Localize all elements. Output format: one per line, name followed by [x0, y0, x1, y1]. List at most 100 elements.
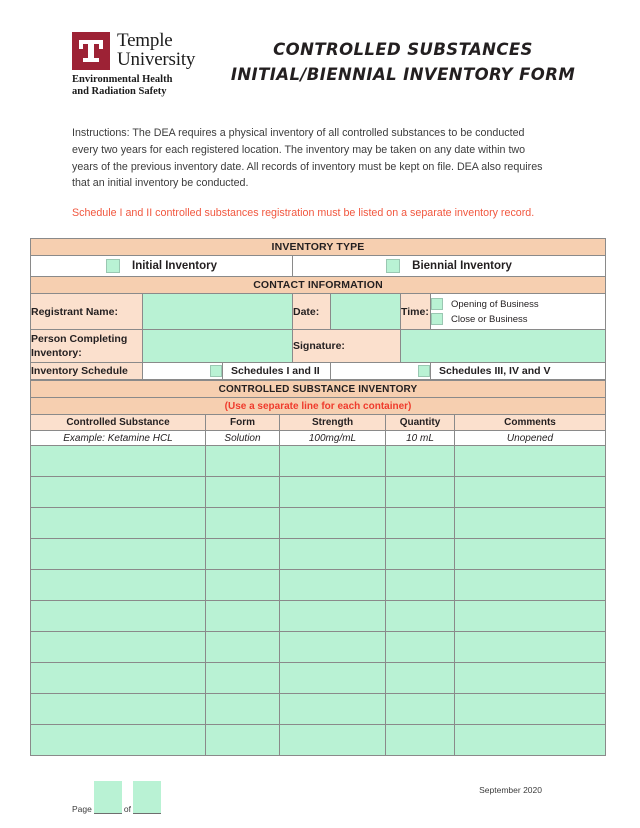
inventory-cell-input[interactable]	[30, 662, 206, 695]
inventory-cell-input[interactable]	[279, 476, 386, 509]
inventory-cell-input[interactable]	[30, 724, 206, 757]
inventory-cell-input[interactable]	[453, 693, 607, 726]
inventory-blank-row	[30, 569, 607, 602]
inventory-type-options-row: Initial Inventory Biennial Inventory	[30, 255, 606, 278]
initial-inventory-label: Initial Inventory	[132, 260, 217, 273]
opening-of-business-checkbox[interactable]	[431, 298, 443, 311]
schedules-1-2-label: Schedules I and II	[223, 365, 320, 378]
column-header-form: Form	[205, 414, 280, 432]
inventory-cell-input[interactable]	[279, 600, 386, 633]
inventory-cell-input[interactable]	[205, 662, 280, 695]
column-header-strength: Strength	[279, 414, 386, 432]
inventory-blank-row	[30, 693, 607, 726]
inventory-cell-input[interactable]	[453, 631, 607, 664]
instructions-block: Instructions: The DEA requires a physica…	[72, 125, 545, 223]
inventory-cell-input[interactable]	[385, 476, 455, 509]
inventory-cell-input[interactable]	[385, 538, 455, 571]
inventory-cell-input[interactable]	[30, 538, 206, 571]
inventory-cell-input[interactable]	[385, 445, 455, 478]
inventory-type-band-row: INVENTORY TYPE	[30, 238, 606, 257]
inventory-cell-input[interactable]	[30, 600, 206, 633]
inventory-cell-input[interactable]	[385, 569, 455, 602]
logo-department: Environmental Health and Radiation Safet…	[72, 74, 204, 99]
schedules-3-4-5-checkbox[interactable]	[418, 365, 430, 378]
inventory-cell-input[interactable]	[30, 445, 206, 478]
person-completing-row: Person Completing Inventory: Signature:	[30, 329, 606, 364]
schedules-1-2-checkbox[interactable]	[210, 365, 222, 378]
inventory-cell-input[interactable]	[205, 476, 280, 509]
signature-label: Signature:	[292, 329, 401, 364]
example-strength: 100mg/mL	[279, 430, 386, 447]
inventory-blank-row	[30, 662, 607, 695]
inventory-cell-input[interactable]	[30, 693, 206, 726]
example-controlled-substance: Example: Ketamine HCL	[30, 430, 206, 447]
inventory-cell-input[interactable]	[30, 569, 206, 602]
inventory-cell-input[interactable]	[205, 507, 280, 540]
registrant-name-label: Registrant Name:	[30, 293, 143, 331]
inventory-cell-input[interactable]	[453, 569, 607, 602]
example-quantity: 10 mL	[385, 430, 455, 447]
inventory-cell-input[interactable]	[205, 693, 280, 726]
page-total-input[interactable]	[132, 781, 161, 814]
initial-inventory-cell[interactable]: Initial Inventory	[30, 255, 293, 278]
inventory-cell-input[interactable]	[205, 569, 280, 602]
inventory-cell-input[interactable]	[30, 631, 206, 664]
inventory-cell-input[interactable]	[385, 724, 455, 757]
inventory-cell-input[interactable]	[205, 600, 280, 633]
inventory-cell-input[interactable]	[279, 662, 386, 695]
logo-word-university: University	[117, 49, 196, 70]
inventory-cell-input[interactable]	[385, 662, 455, 695]
inventory-cell-input[interactable]	[279, 631, 386, 664]
opening-of-business-option[interactable]: Opening of Business	[431, 297, 605, 312]
inventory-cell-input[interactable]	[385, 693, 455, 726]
inventory-cell-input[interactable]	[385, 631, 455, 664]
inventory-cell-input[interactable]	[205, 724, 280, 757]
schedules-3-4-5-check-cell[interactable]	[330, 362, 431, 381]
person-completing-input[interactable]	[142, 329, 293, 364]
inventory-cell-input[interactable]	[279, 445, 386, 478]
inventory-cell-input[interactable]	[205, 445, 280, 478]
footer-date: September 2020	[479, 785, 542, 795]
schedules-1-2-label-cell: Schedules I and II	[222, 362, 331, 381]
biennial-inventory-cell[interactable]: Biennial Inventory	[292, 255, 606, 278]
inventory-cell-input[interactable]	[205, 538, 280, 571]
inventory-cell-input[interactable]	[279, 507, 386, 540]
inventory-cell-input[interactable]	[453, 662, 607, 695]
close-of-business-checkbox[interactable]	[431, 313, 443, 326]
inventory-cell-input[interactable]	[279, 693, 386, 726]
registrant-name-input[interactable]	[142, 293, 293, 331]
date-input[interactable]	[330, 293, 401, 331]
instructions-body: Instructions: The DEA requires a physica…	[72, 126, 543, 190]
schedules-1-2-check-cell[interactable]	[142, 362, 223, 381]
biennial-inventory-label: Biennial Inventory	[412, 260, 512, 273]
signature-input[interactable]	[400, 329, 606, 364]
time-options-cell[interactable]: Opening of Business Close or Business	[430, 293, 606, 331]
inventory-cell-input[interactable]	[205, 631, 280, 664]
inventory-cell-input[interactable]	[385, 600, 455, 633]
inventory-cell-input[interactable]	[30, 476, 206, 509]
registrant-row: Registrant Name: Date: Time: Opening of …	[30, 293, 606, 331]
inventory-cell-input[interactable]	[453, 724, 607, 757]
inventory-cell-input[interactable]	[279, 724, 386, 757]
inventory-blank-row	[30, 507, 607, 540]
inventory-cell-input[interactable]	[453, 476, 607, 509]
inventory-cell-input[interactable]	[453, 445, 607, 478]
page-number-input[interactable]	[93, 781, 122, 814]
initial-inventory-checkbox[interactable]	[106, 259, 120, 274]
inventory-cell-input[interactable]	[279, 538, 386, 571]
inventory-cell-input[interactable]	[30, 507, 206, 540]
inventory-cell-input[interactable]	[453, 507, 607, 540]
inventory-cell-input[interactable]	[453, 538, 607, 571]
close-of-business-option[interactable]: Close or Business	[431, 312, 605, 327]
logo-department-line2: and Radiation Safety	[72, 86, 167, 98]
inventory-cell-input[interactable]	[453, 600, 607, 633]
biennial-inventory-checkbox[interactable]	[386, 259, 401, 274]
controlled-substance-inventory-table: CONTROLLED SUBSTANCE INVENTORY (Use a se…	[29, 380, 607, 757]
inventory-blank-row	[30, 631, 607, 664]
inventory-blank-row	[30, 724, 607, 757]
temple-t-icon	[72, 32, 110, 70]
example-form: Solution	[205, 430, 280, 447]
inventory-cell-input[interactable]	[279, 569, 386, 602]
inventory-cell-input[interactable]	[385, 507, 455, 540]
inventory-schedule-row: Inventory Schedule Schedules I and II Sc…	[30, 362, 606, 381]
